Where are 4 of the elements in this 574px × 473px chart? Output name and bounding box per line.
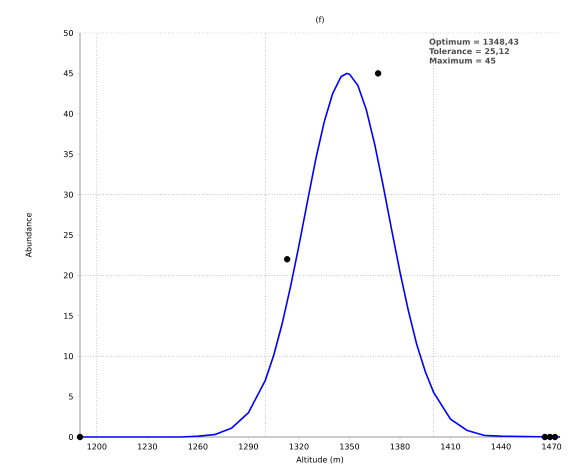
point [374,70,382,77]
point [284,256,290,262]
point [552,434,558,440]
point [76,434,84,440]
